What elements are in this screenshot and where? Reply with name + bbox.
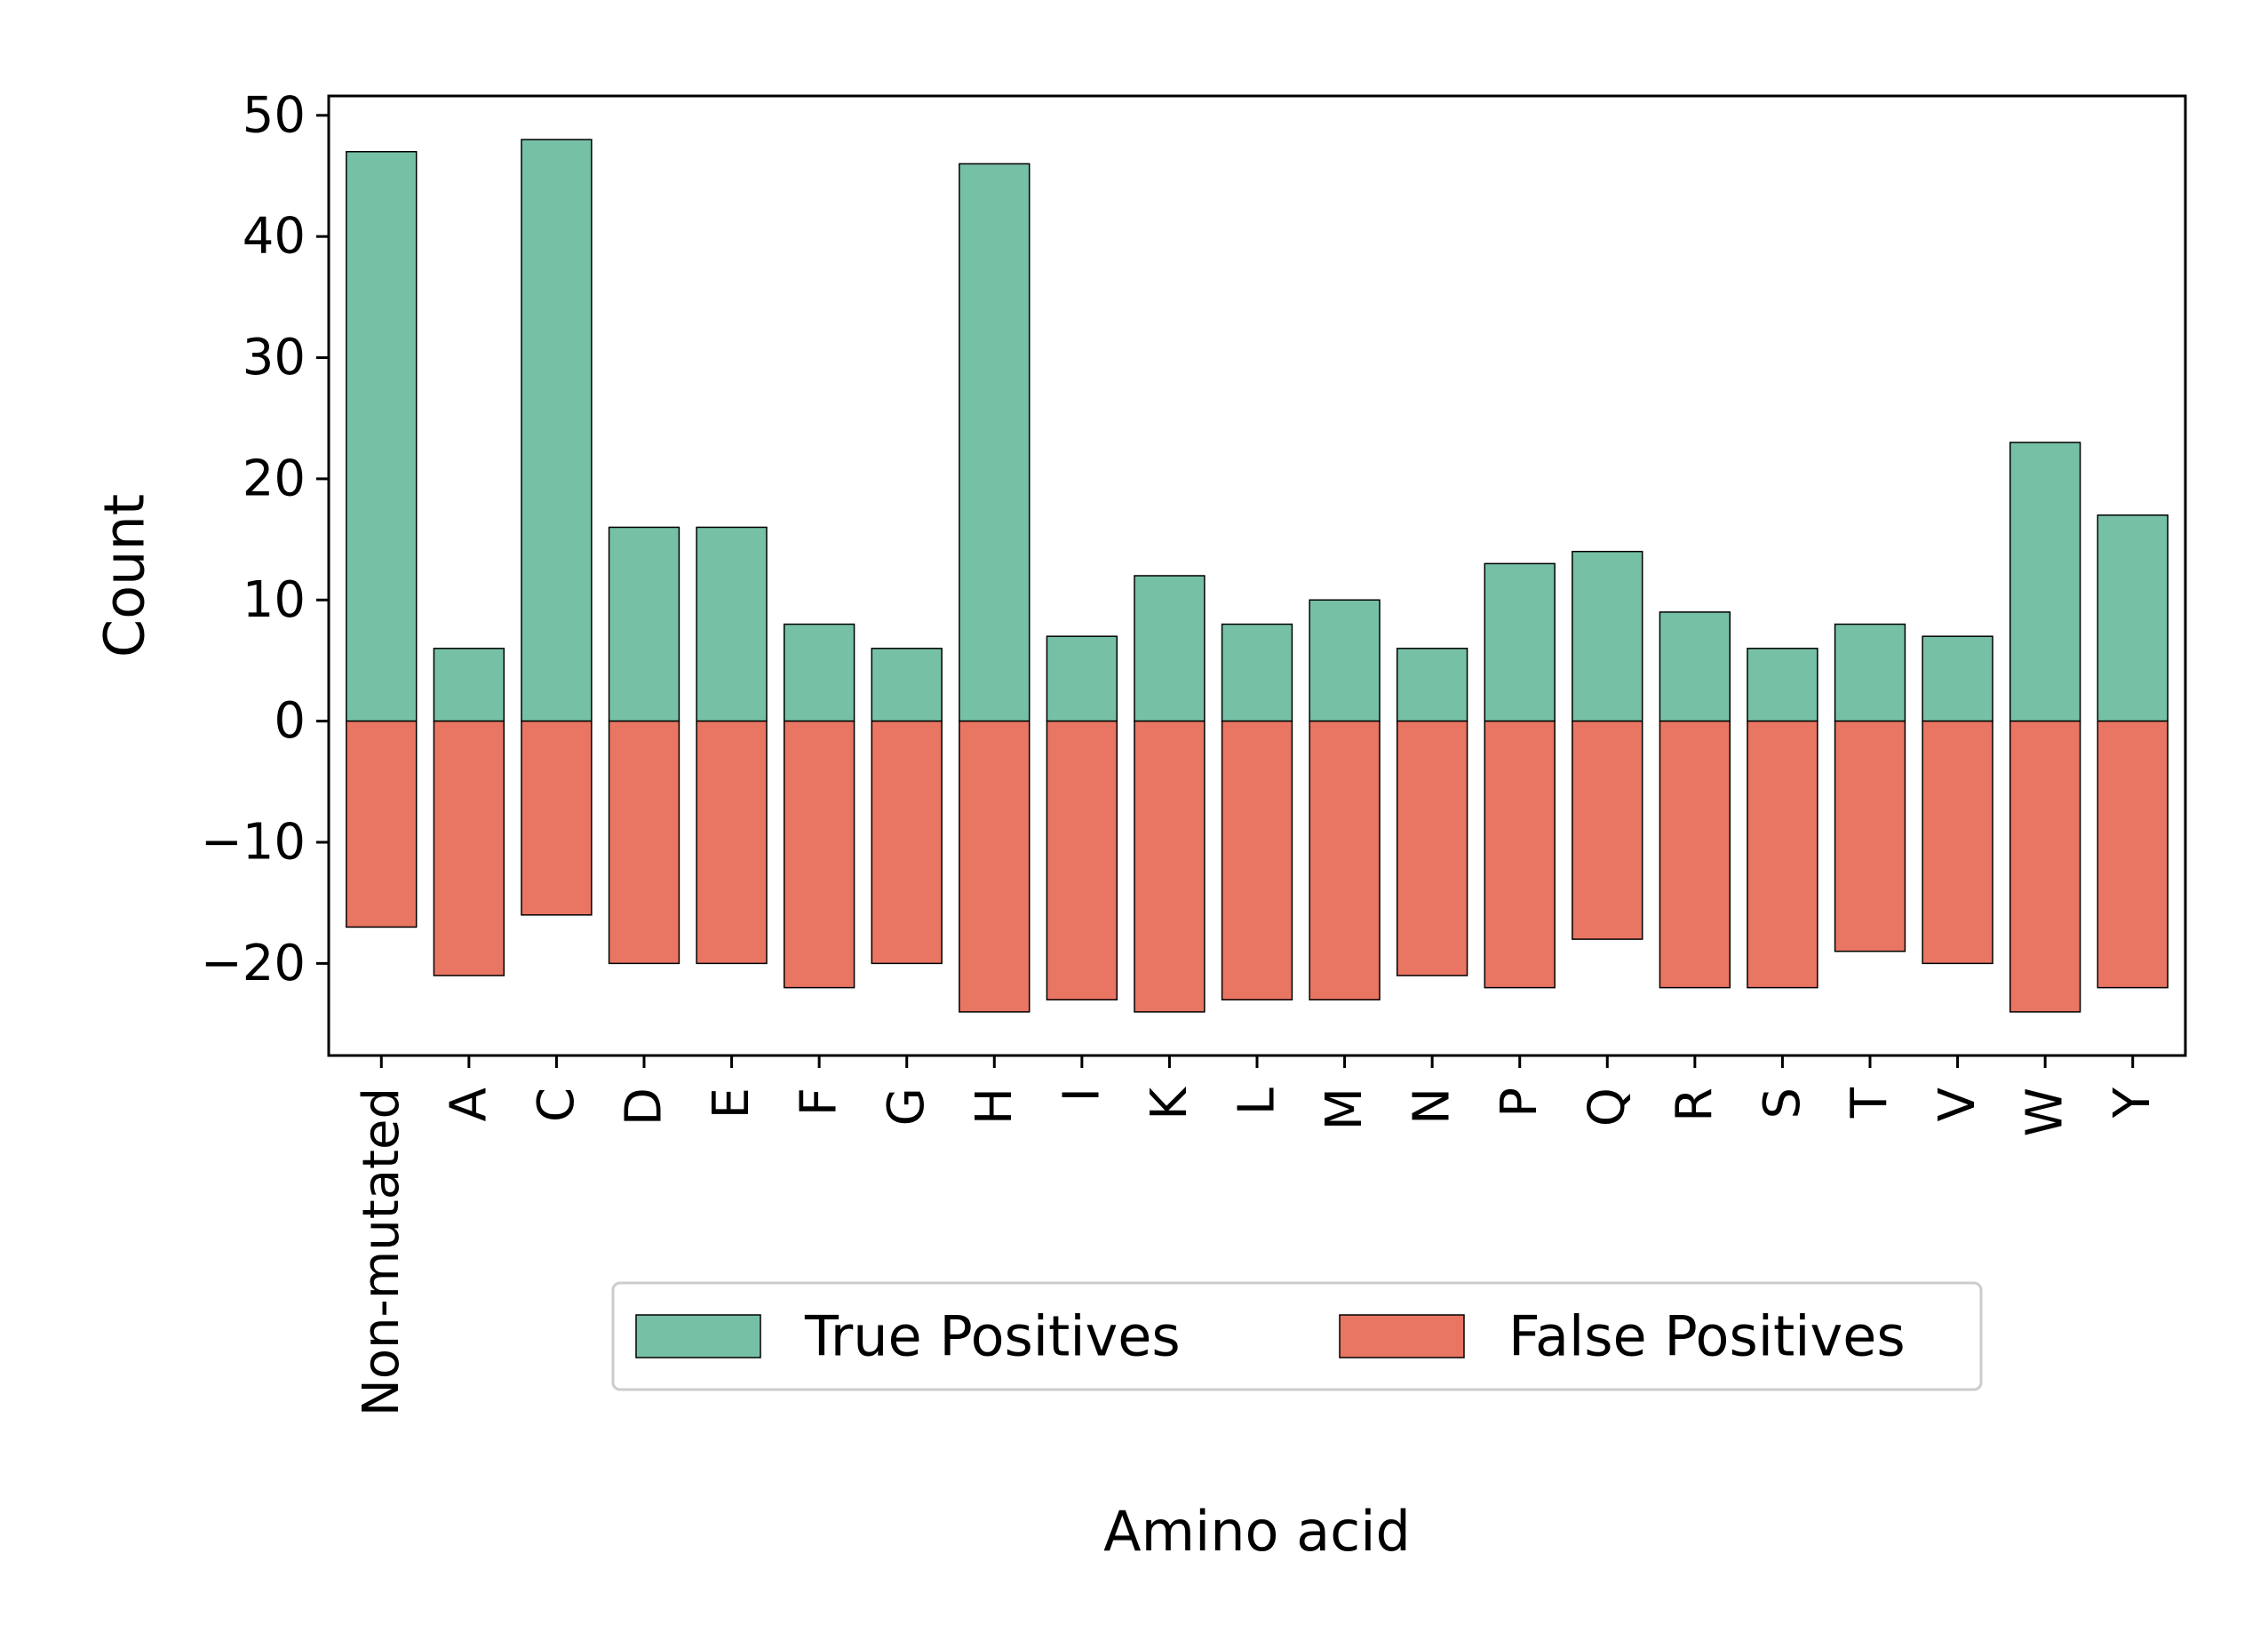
x-tick-label-p: P [1491, 1087, 1548, 1118]
bar-true-positives-d [608, 526, 680, 722]
legend-box [611, 1281, 1983, 1391]
bar-false-positives-t [1834, 720, 1906, 952]
legend-swatch-false-positives [1339, 1314, 1465, 1358]
bar-false-positives-n [1396, 720, 1468, 976]
bar-false-positives-s [1747, 720, 1818, 989]
x-axis-title: Amino acid [1103, 1499, 1411, 1564]
x-tick-label-q: Q [1579, 1087, 1636, 1127]
x-tick-label-m: M [1316, 1087, 1373, 1130]
x-tick-label-r: R [1666, 1087, 1723, 1122]
x-tick-label-t: T [1842, 1087, 1899, 1119]
x-tick-label-h: H [966, 1087, 1023, 1125]
y-axis: −20 −10 0 10 20 30 40 50 [201, 86, 329, 992]
y-tick-label: −10 [201, 814, 306, 872]
x-tick-label-g: G [878, 1087, 935, 1126]
bar-false-positives-non-mutated [346, 720, 418, 928]
x-tick-label-l: L [1229, 1087, 1286, 1115]
x-tick-label-f: F [791, 1087, 848, 1116]
bar-true-positives-s [1747, 648, 1818, 722]
x-tick-label-w: W [2017, 1087, 2074, 1136]
x-tick-label-v: V [1929, 1087, 1986, 1121]
x-tick-label-d: D [616, 1087, 673, 1126]
bars-layer [346, 139, 2169, 1013]
bar-true-positives-r [1659, 611, 1731, 722]
x-axis: Non-mutated A C D E F G H I K L M N P Q R S T V W Y [353, 1056, 2161, 1416]
bar-false-positives-w [2009, 720, 2081, 1013]
bar-true-positives-t [1834, 623, 1906, 722]
bar-false-positives-g [871, 720, 943, 965]
x-tick-label-s: S [1754, 1087, 1811, 1119]
bar-true-positives-h [959, 163, 1031, 722]
bar-false-positives-v [1922, 720, 1993, 965]
y-tick-label: −20 [201, 935, 306, 992]
legend: True Positives False Positives [611, 1281, 1983, 1391]
y-tick-label: 50 [243, 86, 306, 144]
bar-false-positives-y [2097, 720, 2169, 989]
legend-label-false-positives: False Positives [1508, 1304, 1906, 1369]
bar-false-positives-i [1046, 720, 1118, 1001]
bar-true-positives-a [433, 648, 505, 722]
x-tick-label-c: C [528, 1087, 585, 1122]
bar-true-positives-p [1484, 562, 1556, 722]
x-tick-label-i: I [1053, 1087, 1110, 1103]
y-tick-label: 10 [243, 571, 306, 629]
bar-true-positives-k [1134, 575, 1206, 722]
bar-true-positives-g [871, 648, 943, 722]
x-tick-label-non-mutated: Non-mutated [353, 1087, 410, 1416]
x-tick-label-e: E [703, 1087, 760, 1119]
bar-false-positives-e [696, 720, 768, 965]
x-tick-label-y: Y [2104, 1087, 2161, 1119]
bar-true-positives-i [1046, 635, 1118, 722]
bar-true-positives-q [1572, 550, 1643, 722]
bar-false-positives-m [1309, 720, 1381, 1001]
y-tick-label: 30 [243, 329, 306, 386]
bar-true-positives-v [1922, 635, 1993, 722]
bar-false-positives-d [608, 720, 680, 965]
bar-false-positives-q [1572, 720, 1643, 940]
y-tick-label: 40 [243, 208, 306, 266]
bar-true-positives-f [783, 623, 855, 722]
legend-swatch-true-positives [635, 1314, 761, 1358]
bar-true-positives-m [1309, 599, 1381, 722]
bar-true-positives-w [2009, 442, 2081, 722]
bar-true-positives-e [696, 526, 768, 722]
bar-true-positives-n [1396, 648, 1468, 722]
bar-false-positives-r [1659, 720, 1731, 989]
y-tick-label: 0 [274, 692, 306, 750]
bar-false-positives-l [1221, 720, 1293, 1001]
bar-true-positives-y [2097, 514, 2169, 722]
bar-true-positives-c [521, 139, 593, 722]
legend-label-true-positives: True Positives [804, 1304, 1181, 1369]
y-axis-title: Count [92, 494, 157, 657]
bar-true-positives-non-mutated [346, 150, 418, 722]
bar-false-positives-a [433, 720, 505, 976]
bar-false-positives-f [783, 720, 855, 989]
bar-false-positives-c [521, 720, 593, 916]
bar-true-positives-l [1221, 623, 1293, 722]
x-tick-label-k: K [1141, 1087, 1198, 1120]
x-tick-label-a: A [440, 1087, 497, 1121]
bar-false-positives-k [1134, 720, 1206, 1013]
y-tick-label: 20 [243, 450, 306, 507]
x-tick-label-n: N [1404, 1087, 1461, 1125]
bar-false-positives-h [959, 720, 1031, 1013]
bar-false-positives-p [1484, 720, 1556, 989]
